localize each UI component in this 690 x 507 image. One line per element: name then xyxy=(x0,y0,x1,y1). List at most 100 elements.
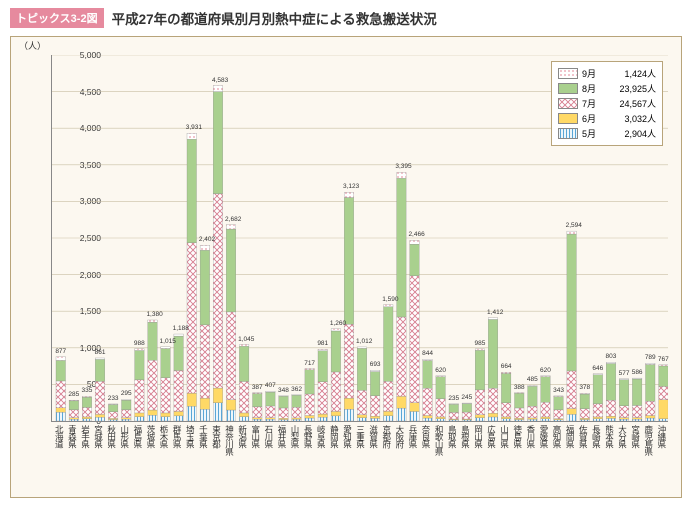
bar-total-label: 1,015 xyxy=(160,338,172,345)
title-bar: トピックス3-2図 平成27年の都道府県別月別熱中症による救急搬送状況 xyxy=(0,0,690,34)
legend-label: 6月 xyxy=(582,112,606,125)
bar-total-label: 378 xyxy=(579,384,591,391)
legend-row: 8月 23,925人 xyxy=(558,81,656,96)
bar-total-label: 877 xyxy=(55,348,67,355)
chart-title: 平成27年の都道府県別月別熱中症による救急搬送状況 xyxy=(112,8,437,28)
x-label: 宮城県 xyxy=(94,425,103,448)
x-label: 長崎県 xyxy=(592,425,601,448)
bar-total-label: 407 xyxy=(264,382,276,389)
x-label: 山梨県 xyxy=(291,425,300,448)
bar-total-label: 1,412 xyxy=(487,309,499,316)
bar-total-label: 664 xyxy=(500,363,512,370)
x-label: 埼玉県 xyxy=(186,425,195,448)
legend-swatch xyxy=(558,128,578,139)
bar-total-label: 485 xyxy=(526,376,538,383)
x-label: 滋賀県 xyxy=(369,425,378,448)
bar-total-label: 586 xyxy=(631,369,643,376)
y-axis-label: （人） xyxy=(19,39,46,52)
legend-label: 8月 xyxy=(582,82,606,95)
x-label: 愛媛県 xyxy=(539,425,548,448)
bar-total-label: 1,012 xyxy=(356,338,368,345)
x-label: 秋田県 xyxy=(107,425,116,448)
legend-row: 7月 24,567人 xyxy=(558,96,656,111)
legend-swatch xyxy=(558,68,578,79)
x-label: 香川県 xyxy=(526,425,535,448)
x-label: 茨城県 xyxy=(146,425,155,448)
bar-total-label: 2,682 xyxy=(225,216,237,223)
legend-value: 2,904人 xyxy=(610,127,656,140)
legend-row: 9月 1,424人 xyxy=(558,66,656,81)
legend-row: 6月 3,032人 xyxy=(558,111,656,126)
bar-total-label: 343 xyxy=(553,387,565,394)
legend-value: 24,567人 xyxy=(610,97,656,110)
x-label: 沖縄県 xyxy=(657,425,666,448)
x-label: 京都府 xyxy=(382,425,391,448)
x-label: 大分県 xyxy=(618,425,627,448)
legend-swatch xyxy=(558,83,578,94)
bar-total-label: 2,594 xyxy=(566,222,578,229)
x-label: 東京都 xyxy=(212,425,221,448)
bar-total-label: 767 xyxy=(657,356,669,363)
x-label: 千葉県 xyxy=(199,425,208,448)
bar-total-label: 3,931 xyxy=(186,124,198,131)
chart-area: （人） 05001,0001,5002,0002,5003,0003,5004,… xyxy=(10,36,682,498)
bar-total-label: 235 xyxy=(448,395,460,402)
x-label: 熊本県 xyxy=(605,425,614,448)
bar-total-label: 1,045 xyxy=(238,336,250,343)
x-label: 宮崎県 xyxy=(631,425,640,448)
bar-total-label: 577 xyxy=(618,370,630,377)
x-label: 大阪府 xyxy=(395,425,404,448)
bar-total-label: 620 xyxy=(435,367,447,374)
x-label: 長野県 xyxy=(304,425,313,448)
x-label: 北海道 xyxy=(55,425,64,448)
legend: 9月 1,424人 8月 23,925人 7月 24,567人 6月 3,032人 5月 2,90… xyxy=(551,61,663,146)
bar-total-label: 3,123 xyxy=(343,183,355,190)
legend-value: 1,424人 xyxy=(610,67,656,80)
x-label: 富山県 xyxy=(251,425,260,448)
x-label: 奈良県 xyxy=(422,425,431,448)
x-label: 青森県 xyxy=(68,425,77,448)
x-label: 山形県 xyxy=(120,425,129,448)
x-label: 福岡県 xyxy=(566,425,575,448)
bar-total-label: 1,260 xyxy=(330,320,342,327)
bar-total-label: 981 xyxy=(317,340,329,347)
topic-badge: トピックス3-2図 xyxy=(10,8,104,28)
bar-total-label: 646 xyxy=(592,365,604,372)
x-label: 山口県 xyxy=(500,425,509,448)
legend-value: 3,032人 xyxy=(610,112,656,125)
bar-total-label: 844 xyxy=(422,350,434,357)
x-label: 島根県 xyxy=(461,425,470,448)
legend-value: 23,925人 xyxy=(610,82,656,95)
x-label: 群馬県 xyxy=(173,425,182,448)
legend-label: 7月 xyxy=(582,97,606,110)
bar-total-label: 3,395 xyxy=(395,163,407,170)
x-labels: 北海道青森県岩手県宮城県秋田県山形県福島県茨城県栃木県群馬県埼玉県千葉県東京都神… xyxy=(51,423,667,493)
bar-total-label: 789 xyxy=(644,354,656,361)
bar-total-label: 2,402 xyxy=(199,236,211,243)
legend-swatch xyxy=(558,113,578,124)
x-label: 静岡県 xyxy=(330,425,339,448)
x-label: 徳島県 xyxy=(513,425,522,448)
bar-total-label: 4,583 xyxy=(212,77,224,84)
bar-total-label: 717 xyxy=(304,360,316,367)
legend-swatch xyxy=(558,98,578,109)
legend-label: 5月 xyxy=(582,127,606,140)
x-label: 鹿児島県 xyxy=(644,425,653,455)
bar-total-label: 245 xyxy=(461,394,473,401)
bar-total-label: 388 xyxy=(513,384,525,391)
x-label: 佐賀県 xyxy=(579,425,588,448)
x-label: 岩手県 xyxy=(81,425,90,448)
x-label: 新潟県 xyxy=(238,425,247,448)
bar-total-label: 988 xyxy=(133,340,145,347)
bar-total-label: 2,466 xyxy=(408,231,420,238)
x-label: 愛知県 xyxy=(343,425,352,448)
x-label: 岐阜県 xyxy=(317,425,326,448)
bar-total-label: 233 xyxy=(107,395,119,402)
legend-label: 9月 xyxy=(582,67,606,80)
x-label: 福島県 xyxy=(133,425,142,448)
bar-total-label: 1,188 xyxy=(173,325,185,332)
x-label: 広島県 xyxy=(487,425,496,448)
x-label: 栃木県 xyxy=(160,425,169,448)
bar-total-label: 362 xyxy=(291,386,303,393)
legend-row: 5月 2,904人 xyxy=(558,126,656,141)
